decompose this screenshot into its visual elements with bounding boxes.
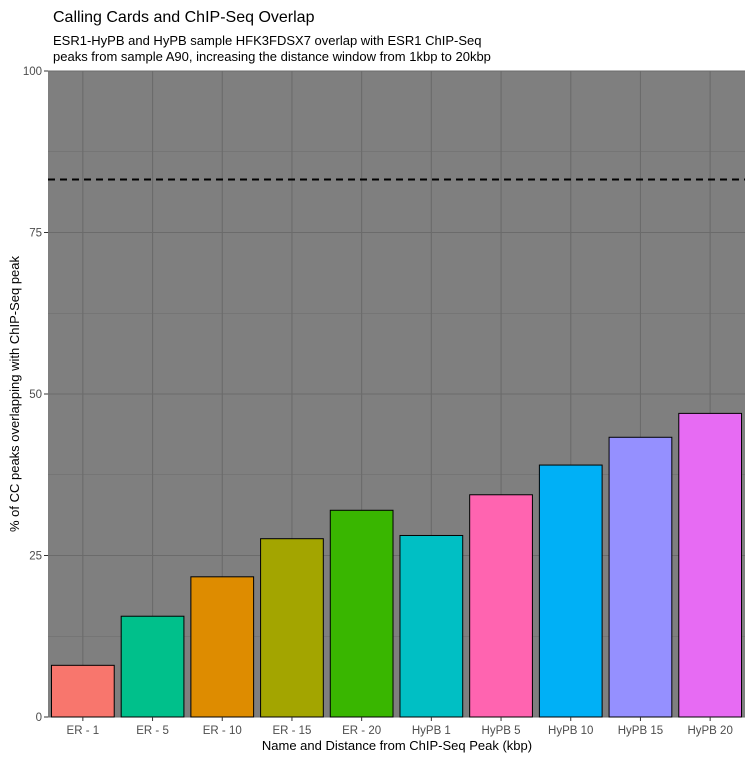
bar-2 [120, 615, 185, 718]
chart-subtitle-line-1: ESR1-HyPB and HyPB sample HFK3FDSX7 over… [53, 33, 481, 48]
x-tick-label: ER - 10 [203, 725, 242, 737]
x-axis-ticks: ER - 1 ER - 5 ER - 10 ER - 15 ER - 20 HyPB 1 H… [67, 717, 733, 737]
bar-1 [50, 664, 115, 718]
x-tick-label: HyPB 15 [618, 725, 663, 737]
y-axis-title: % of CC peaks overlapping with ChIP-Seq … [7, 255, 22, 532]
y-tick-label: 0 [36, 712, 42, 724]
x-tick-label: ER - 5 [136, 725, 169, 737]
x-tick-label: HyPB 5 [482, 725, 521, 737]
bar-8 [538, 464, 603, 718]
x-tick-label: ER - 15 [272, 725, 311, 737]
y-tick-label: 25 [29, 551, 42, 563]
x-tick-label: ER - 1 [67, 725, 100, 737]
bar-10 [678, 412, 743, 718]
x-tick-label: ER - 20 [342, 725, 381, 737]
y-axis-ticks: 0 25 50 75 100 [23, 66, 48, 724]
bar-6 [399, 534, 464, 718]
bars [50, 412, 743, 718]
chart-title: Calling Cards and ChIP-Seq Overlap [53, 9, 315, 26]
y-tick-label: 100 [23, 66, 42, 78]
y-tick-label: 50 [29, 389, 42, 401]
x-tick-label: HyPB 10 [548, 725, 593, 737]
bar-4 [260, 538, 324, 718]
bar-5 [329, 509, 394, 718]
bar-9 [608, 436, 673, 718]
bar-7 [469, 494, 533, 718]
x-tick-label: HyPB 20 [687, 725, 732, 737]
chart-subtitle-line-2: peaks from sample A90, increasing the di… [53, 49, 491, 64]
x-axis-title: Name and Distance from ChIP-Seq Peak (kb… [262, 738, 532, 753]
x-tick-label: HyPB 1 [412, 725, 451, 737]
bar-3 [190, 576, 255, 718]
y-tick-label: 75 [29, 228, 42, 240]
